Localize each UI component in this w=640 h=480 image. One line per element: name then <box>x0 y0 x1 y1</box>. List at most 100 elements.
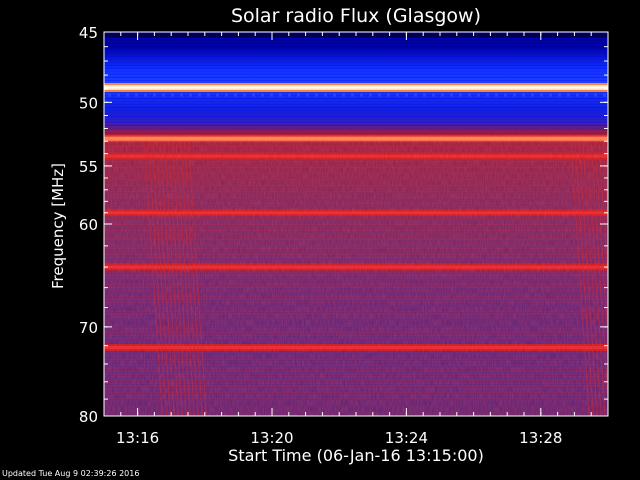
noise-overlay <box>104 134 608 416</box>
striation <box>104 67 608 69</box>
striation <box>104 106 608 108</box>
speck <box>567 93 570 97</box>
speck <box>270 93 273 97</box>
spectrum-background <box>104 68 608 83</box>
x-tick-label: 13:20 <box>250 429 293 447</box>
striation <box>104 70 608 72</box>
striation <box>104 43 608 45</box>
speck <box>378 93 381 97</box>
striation <box>104 76 608 78</box>
spectrum-background <box>104 122 608 135</box>
spectrum-background <box>104 46 608 69</box>
striation <box>104 46 608 48</box>
y-axis-label: Frequency [MHz] <box>49 163 67 289</box>
striation <box>104 91 608 93</box>
speck <box>495 93 498 97</box>
speck <box>126 93 129 97</box>
speck <box>117 93 120 97</box>
speck <box>423 93 426 97</box>
speck <box>459 93 462 97</box>
plot-area <box>104 32 608 416</box>
speck <box>324 93 327 97</box>
speck <box>189 93 192 97</box>
striation <box>104 115 608 117</box>
speck <box>594 93 597 97</box>
speck <box>162 93 165 97</box>
speck <box>252 93 255 97</box>
x-tick-label: 13:16 <box>116 429 159 447</box>
y-tick-label: 55 <box>79 158 98 176</box>
striation <box>104 79 608 81</box>
striation <box>104 94 608 96</box>
speck <box>477 93 480 97</box>
speck <box>486 93 489 97</box>
speck <box>468 93 471 97</box>
striation <box>104 61 608 63</box>
speck <box>360 93 363 97</box>
speck <box>279 93 282 97</box>
striation <box>104 52 608 54</box>
striation <box>104 64 608 66</box>
speck <box>261 93 264 97</box>
striation <box>104 37 608 39</box>
striation <box>104 121 608 123</box>
y-tick-label: 60 <box>79 216 98 234</box>
speck <box>180 93 183 97</box>
striation <box>104 40 608 42</box>
striation <box>104 109 608 111</box>
striation <box>104 124 608 126</box>
speck <box>216 93 219 97</box>
speck <box>297 93 300 97</box>
emission-band <box>104 86 608 89</box>
speck <box>576 93 579 97</box>
speck <box>288 93 291 97</box>
striation <box>104 133 608 135</box>
speck <box>144 93 147 97</box>
striation <box>104 55 608 57</box>
speck <box>171 93 174 97</box>
speck <box>540 93 543 97</box>
speck <box>153 93 156 97</box>
speck <box>549 93 552 97</box>
speck <box>333 93 336 97</box>
speck <box>207 93 210 97</box>
chart-title: Solar radio Flux (Glasgow) <box>231 5 481 27</box>
speck <box>234 93 237 97</box>
x-tick-label: 13:24 <box>385 429 428 447</box>
striation <box>104 100 608 102</box>
speck <box>315 93 318 97</box>
speck <box>603 93 606 97</box>
striation <box>104 112 608 114</box>
x-axis-label: Start Time (06-Jan-16 13:15:00) <box>228 446 484 465</box>
speck <box>450 93 453 97</box>
speck <box>513 93 516 97</box>
striation <box>104 97 608 99</box>
x-axis: 13:16 13:20 13:24 13:28 <box>103 32 609 447</box>
speck <box>108 93 111 97</box>
update-timestamp: Updated Tue Aug 9 02:39:26 2016 <box>2 469 140 478</box>
striation <box>104 58 608 60</box>
y-tick-label: 80 <box>79 408 98 426</box>
y-axis: 45 50 55 60 70 80 <box>79 24 608 426</box>
speck <box>306 93 309 97</box>
speck <box>387 93 390 97</box>
speck <box>522 93 525 97</box>
speck <box>585 93 588 97</box>
speck <box>414 93 417 97</box>
striation <box>104 127 608 129</box>
speck <box>531 93 534 97</box>
x-tick-label: 13:28 <box>519 429 562 447</box>
striation <box>104 103 608 105</box>
speck <box>558 93 561 97</box>
speck <box>369 93 372 97</box>
striation <box>104 49 608 51</box>
y-tick-label: 70 <box>79 319 98 337</box>
striation <box>104 130 608 132</box>
speck <box>342 93 345 97</box>
speck <box>225 93 228 97</box>
speck <box>441 93 444 97</box>
striation <box>104 73 608 75</box>
speck <box>351 93 354 97</box>
y-tick-label: 45 <box>79 24 98 42</box>
